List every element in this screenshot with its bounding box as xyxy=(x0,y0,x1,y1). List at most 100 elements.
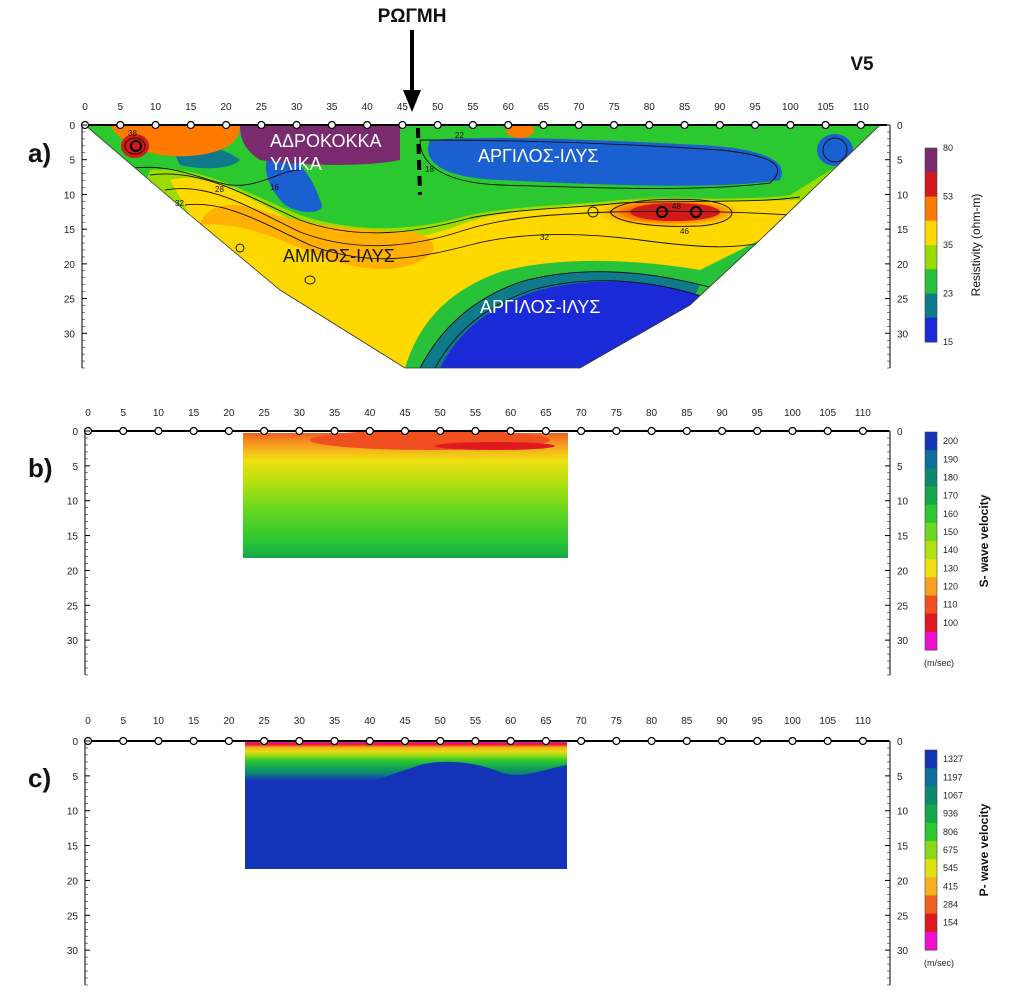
colorbar-swatch xyxy=(925,840,937,860)
colorbar-swatch xyxy=(925,859,937,878)
x-tick-label: 105 xyxy=(819,408,836,419)
contour-label: 46 xyxy=(680,227,689,236)
electrode-marker xyxy=(221,120,231,130)
x-tick-label: 35 xyxy=(329,408,341,419)
x-tick-label: 95 xyxy=(752,716,764,727)
electrode-marker xyxy=(823,736,832,746)
x-tick-label: 70 xyxy=(576,408,588,419)
colorbar-tick-label: 1067 xyxy=(943,790,963,800)
panel-c-p-wave: c) xyxy=(28,742,567,869)
x-tick-label: 35 xyxy=(329,716,341,727)
colorbar-tick-label: 130 xyxy=(943,563,958,573)
colorbar-swatch xyxy=(925,877,937,896)
x-tick-label: 55 xyxy=(470,716,482,727)
electrode-marker xyxy=(539,120,548,130)
y-tick-label-left: 15 xyxy=(67,532,79,543)
colorbar-swatch xyxy=(925,913,937,933)
x-tick-label: 20 xyxy=(223,716,235,727)
electrode-marker xyxy=(119,736,128,746)
colorbar-swatch xyxy=(925,750,937,769)
electrode-marker xyxy=(365,736,374,746)
x-tick-label: 25 xyxy=(259,716,271,727)
electrode-marker xyxy=(295,426,304,436)
electrode-marker xyxy=(750,120,760,130)
contour-lines xyxy=(119,137,848,368)
colorbar-tick-label: 936 xyxy=(943,809,958,819)
x-tick-label: 5 xyxy=(120,408,126,419)
contour-label: 32 xyxy=(540,233,549,242)
colorbar-frame xyxy=(924,431,938,651)
y-tick-label-left: 0 xyxy=(72,427,78,438)
x-tick-label: 80 xyxy=(644,102,656,113)
y-tick-label-left: 20 xyxy=(67,876,79,887)
y-tick-label-right: 20 xyxy=(897,260,909,271)
y-tick-label-left: 25 xyxy=(64,295,76,306)
y-tick-label-right: 5 xyxy=(897,772,903,783)
electrode-marker xyxy=(647,736,656,746)
colorbar-tick-label: 110 xyxy=(943,600,957,610)
x-tick-label: 65 xyxy=(540,408,552,419)
y-tick-label-right: 10 xyxy=(897,190,909,201)
y-tick-label-left: 10 xyxy=(67,807,79,818)
colorbar-tick-label: 80 xyxy=(943,143,953,153)
y-tick-label-left: 30 xyxy=(67,636,79,647)
x-tick-label: 55 xyxy=(467,102,479,113)
electrode-marker xyxy=(471,736,480,746)
zone-label-clay-silt-lower: ΑΡΓΙΛΟΣ-ΙΛΥΣ xyxy=(480,297,601,317)
electrode-marker xyxy=(224,736,233,746)
y-tick-label-left: 25 xyxy=(67,601,79,612)
x-tick-label: 80 xyxy=(646,408,658,419)
y-tick-label-left: 5 xyxy=(72,462,78,473)
x-tick-label: 10 xyxy=(153,716,165,727)
electrode-marker xyxy=(292,120,301,130)
x-tick-label: 110 xyxy=(853,102,869,113)
x-tick-label: 70 xyxy=(576,716,588,727)
colorbar-panel-2: 200 190 180 170 160 150 140 130 120 110 100 (m/sec)… xyxy=(924,431,991,668)
y-tick-label-left: 5 xyxy=(72,772,78,783)
x-tick-label: 30 xyxy=(294,716,306,727)
electrode-marker xyxy=(858,736,868,746)
colorbar-tick-label: 154 xyxy=(943,918,958,928)
y-tick-label-right: 10 xyxy=(897,807,909,818)
contour-label: 18 xyxy=(425,165,434,174)
colorbar-title: P- wave velocity xyxy=(977,803,991,896)
y-tick-label-right: 15 xyxy=(897,842,909,853)
x-tick-label: 45 xyxy=(399,408,411,419)
electrode-marker xyxy=(365,426,374,436)
colorbar-swatch xyxy=(925,804,937,824)
electrode-marker xyxy=(680,120,689,130)
x-tick-label: 75 xyxy=(611,716,623,727)
colorbar-swatch xyxy=(925,613,937,633)
y-tick-label-right: 0 xyxy=(897,737,903,748)
x-tick-label: 20 xyxy=(221,102,233,113)
s-wave-lowest-velocity-zone xyxy=(435,442,555,450)
axes-panel-3: 0 5 10 15 20 25 30 35 40 45 50 55 60 65 70 75 80 85 90 95 10… xyxy=(67,716,909,986)
colorbar-swatch xyxy=(925,504,937,524)
anomaly-marker xyxy=(130,140,142,152)
colorbar-frame xyxy=(924,749,938,951)
contour-label: 38 xyxy=(128,129,137,138)
colorbar-swatch xyxy=(925,317,937,343)
colorbar-swatch xyxy=(925,541,937,560)
electrode-marker xyxy=(400,426,410,436)
colorbar-panel-3: 1327 1197 1067 936 806 675 545 415 284 154 (m/sec)… xyxy=(924,749,991,968)
x-tick-label: 65 xyxy=(538,102,550,113)
contour-label: 32 xyxy=(175,199,184,208)
electrode-marker xyxy=(119,426,128,436)
colorbar-swatch xyxy=(925,931,937,951)
colorbar-tick-label: 15 xyxy=(943,337,953,347)
electrode-marker xyxy=(647,426,656,436)
electrode-marker xyxy=(609,120,619,130)
y-tick-label-right: 0 xyxy=(897,121,903,132)
x-tick-label: 85 xyxy=(679,102,691,113)
electrode-marker xyxy=(116,120,125,130)
colorbar-swatch xyxy=(925,559,937,578)
electrode-marker xyxy=(257,120,266,130)
colorbar-unit: (m/sec) xyxy=(924,658,954,668)
electrode-marker xyxy=(398,120,407,130)
zone-label-clay-silt-upper: ΑΡΓΙΛΟΣ-ΙΛΥΣ xyxy=(478,146,599,166)
panel-b-label: b) xyxy=(28,453,53,483)
electrode-marker xyxy=(541,736,551,746)
electrode-marker xyxy=(506,426,515,436)
x-tick-label: 20 xyxy=(223,408,235,419)
